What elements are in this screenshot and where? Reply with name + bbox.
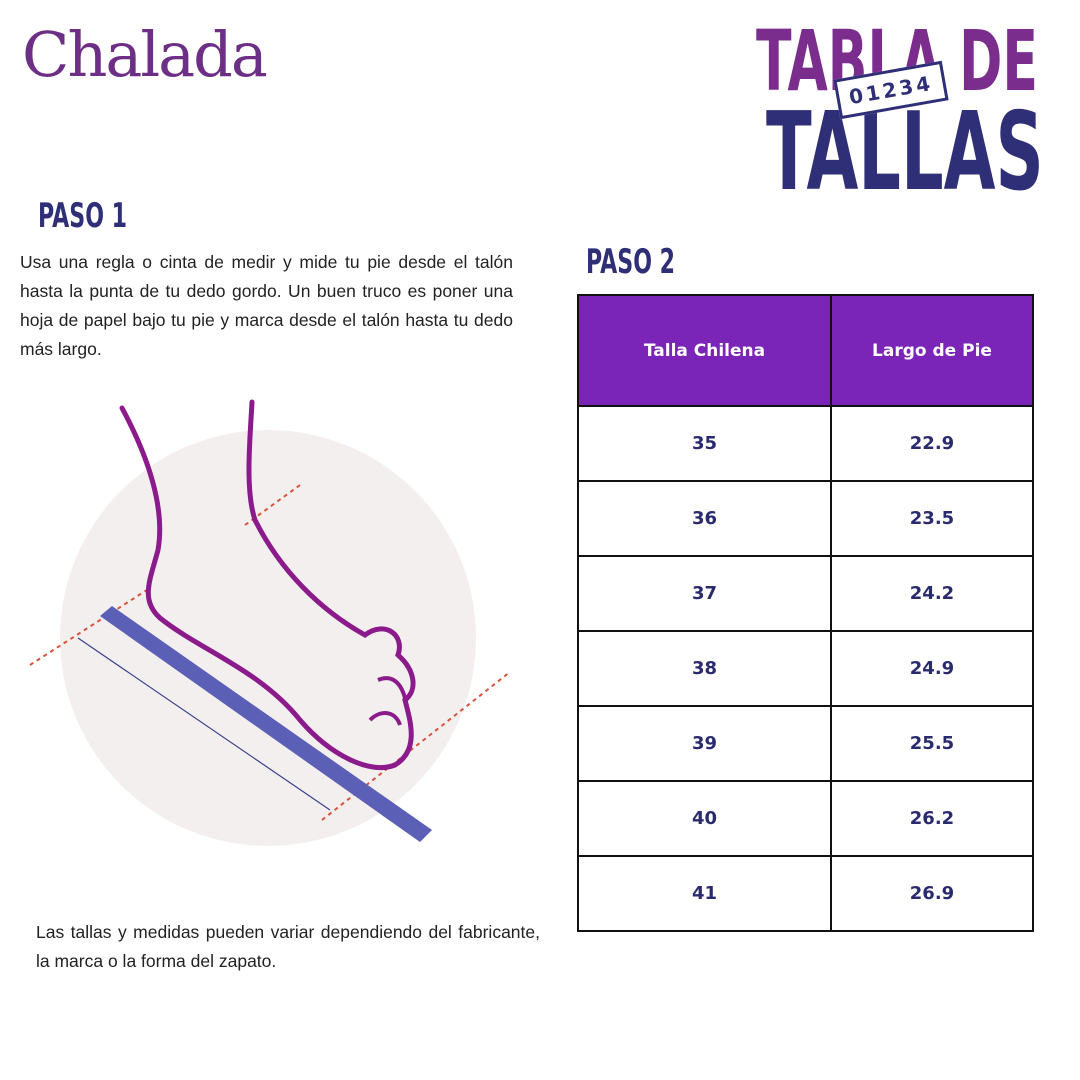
table-cell: 36 — [577, 480, 832, 557]
table-cell: 24.9 — [830, 630, 1034, 707]
table-cell: 35 — [577, 405, 832, 482]
table-row: 39 25.5 — [577, 705, 1034, 782]
step-text: Usa una regla o cinta de medir y mide tu… — [20, 252, 513, 359]
table-header: Talla Chilena — [577, 294, 832, 407]
step-heading: PASO 2 — [586, 242, 676, 282]
table-cell: 38 — [577, 630, 832, 707]
table-cell: 25.5 — [830, 705, 1034, 782]
table-row: 38 24.9 — [577, 630, 1034, 707]
title-line: TALLAS — [766, 90, 1044, 215]
table-row: 40 26.2 — [577, 780, 1034, 857]
foot-illustration — [29, 399, 511, 846]
step-heading: PASO 1 — [38, 196, 128, 236]
table-cell: 41 — [577, 855, 832, 932]
table-cell: 22.9 — [830, 405, 1034, 482]
table-row: 37 24.2 — [577, 555, 1034, 632]
table-cell: 23.5 — [830, 480, 1034, 557]
table-cell: 24.2 — [830, 555, 1034, 632]
table-cell: 40 — [577, 780, 832, 857]
note-text: Las tallas y medidas pueden variar depen… — [36, 922, 540, 971]
table-row: 35 22.9 — [577, 405, 1034, 482]
table-cell: 26.9 — [830, 855, 1034, 932]
table-cell: 37 — [577, 555, 832, 632]
logo: Chalada — [22, 18, 268, 91]
table-row: 41 26.9 — [577, 855, 1034, 932]
table-cell: 26.2 — [830, 780, 1034, 857]
size-table: Talla Chilena Largo de Pie 35 22.9 36 23.5 3… — [577, 294, 1034, 932]
table-row: 36 23.5 — [577, 480, 1034, 557]
table-cell: 39 — [577, 705, 832, 782]
table-header: Largo de Pie — [830, 294, 1034, 407]
